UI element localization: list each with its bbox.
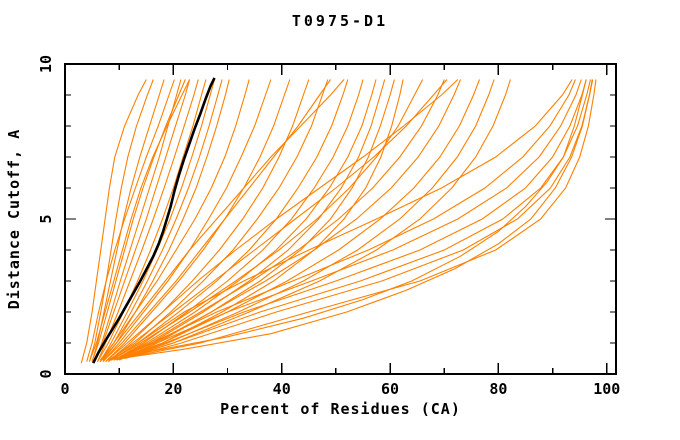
x-tick-label: 40 [272, 380, 291, 398]
x-axis-label: Percent of Residues (CA) [220, 400, 461, 418]
model-curve [102, 79, 230, 361]
x-tick-label: 60 [381, 380, 400, 398]
x-tick-label: 20 [164, 380, 183, 398]
model-curve [110, 79, 424, 361]
model-curve [88, 79, 191, 362]
model-curve [116, 79, 582, 361]
model-curve [124, 79, 511, 360]
model-curve [99, 79, 216, 362]
model-curve [121, 79, 592, 360]
model-curve [99, 79, 345, 362]
model-curve [129, 79, 597, 358]
y-tick-label: 10 [37, 54, 55, 74]
y-tick-label: 5 [37, 214, 55, 224]
chart-title: T0975-D1 [291, 12, 389, 30]
model-curve [113, 79, 576, 361]
model-curve [113, 79, 587, 360]
model-curve [102, 79, 331, 362]
model-curve [94, 79, 191, 362]
model-curve [110, 79, 573, 361]
model-curve [119, 79, 481, 360]
model-curve [121, 79, 495, 360]
model-curve [97, 79, 207, 362]
model-curve [96, 79, 199, 362]
model-curve [119, 79, 587, 360]
model-curve [116, 79, 386, 361]
model-curve [113, 79, 377, 361]
model-curve [119, 79, 594, 360]
y-tick-label: 0 [37, 369, 55, 379]
model-curve [91, 79, 186, 362]
model-curve [80, 79, 147, 364]
model-curve [88, 79, 154, 362]
model-curve [113, 79, 445, 361]
model-curve [107, 79, 448, 363]
model-curve [94, 79, 182, 362]
native-curve [92, 77, 216, 364]
model-curve [105, 79, 459, 363]
plot-frame [64, 63, 617, 375]
model-curve [108, 79, 329, 361]
x-tick-label: 0 [60, 380, 70, 398]
model-curve [107, 79, 310, 363]
model-curve [86, 79, 175, 362]
model-curve [102, 79, 272, 362]
model-curve [119, 79, 404, 360]
x-tick-label: 80 [489, 380, 508, 398]
y-axis-label: Distance Cutoff, A [5, 128, 23, 310]
model-curve [99, 79, 250, 362]
x-tick-label: 100 [593, 380, 621, 398]
model-curve [99, 79, 223, 361]
model-curve [116, 79, 462, 360]
